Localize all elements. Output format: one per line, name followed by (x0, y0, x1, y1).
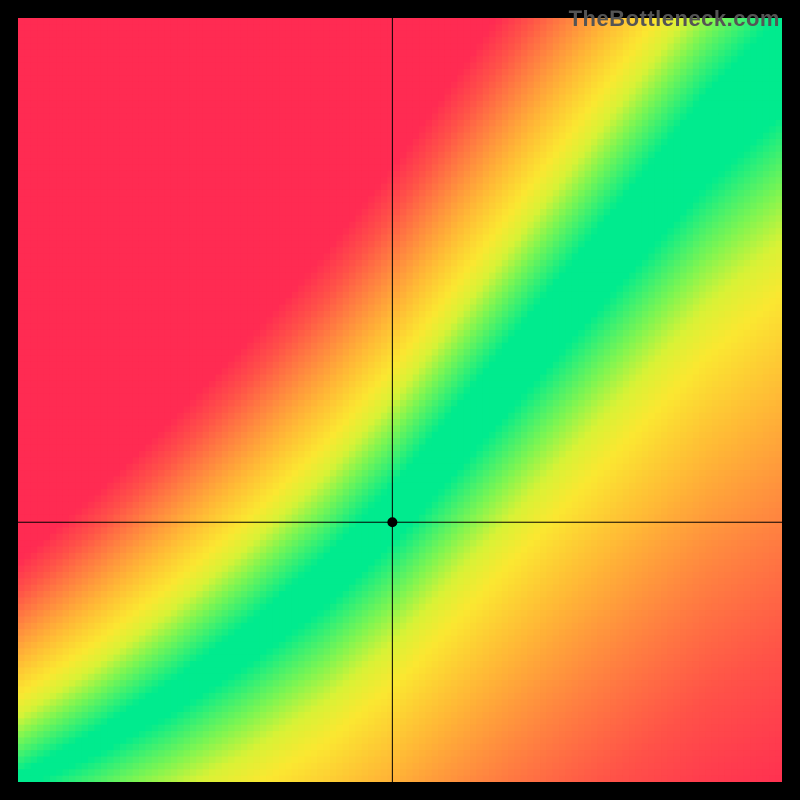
watermark-text: TheBottleneck.com (569, 6, 780, 32)
heatmap-canvas (0, 0, 800, 800)
chart-container: TheBottleneck.com (0, 0, 800, 800)
